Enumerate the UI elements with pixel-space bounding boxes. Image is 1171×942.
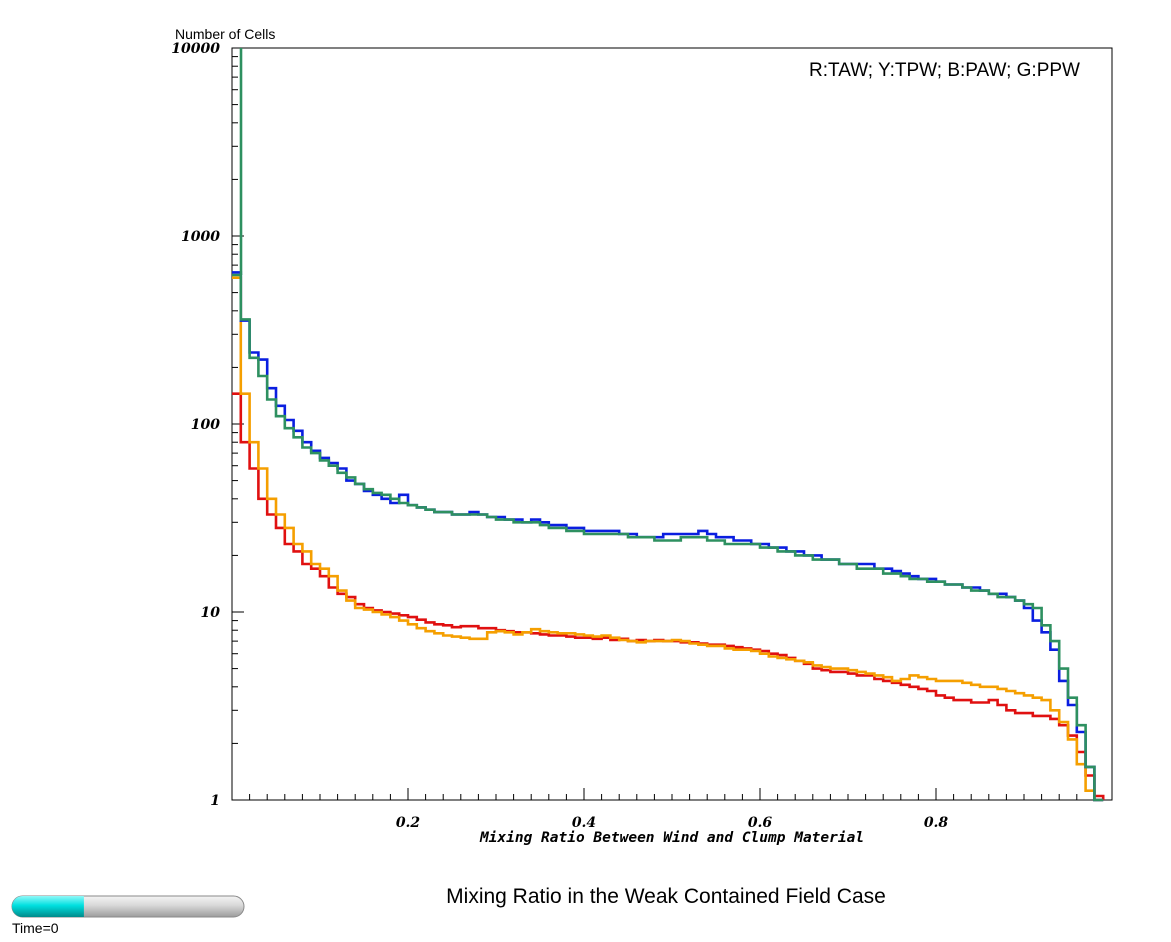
y-tick-label: 100	[191, 417, 220, 433]
time-slider[interactable]	[11, 895, 245, 918]
y-tick-label: 10000	[171, 41, 220, 57]
y-tick-label: 10	[201, 605, 221, 621]
x-axis-ticks: 0.2 0.4 0.6 0.8	[249, 788, 1095, 831]
y-tick-label: 1	[210, 793, 220, 809]
x-tick-label: 0.2	[396, 815, 421, 831]
x-tick-label: 0.8	[924, 815, 949, 831]
series-line-4	[232, 273, 1104, 802]
x-tick-label: 0.6	[748, 815, 773, 831]
plot-area	[231, 47, 1113, 801]
time-label: Time=0	[12, 920, 59, 936]
time-slider-fill	[12, 896, 84, 917]
y-axis-ticks: 1 10 100 1000 10000	[171, 41, 244, 809]
x-tick-label: 0.4	[572, 815, 596, 831]
y-tick-label: 1000	[181, 229, 220, 245]
y-axis-label: Number of Cells	[175, 26, 275, 42]
series-layer	[232, 48, 1105, 802]
chart-title: Mixing Ratio in the Weak Contained Field…	[446, 885, 886, 908]
series-line-2	[232, 276, 1104, 802]
x-axis-label: Mixing Ratio Between Wind and Clump Mate…	[479, 830, 864, 846]
legend-text: R:TAW; Y:TPW; B:PAW; G:PPW	[809, 60, 1080, 81]
